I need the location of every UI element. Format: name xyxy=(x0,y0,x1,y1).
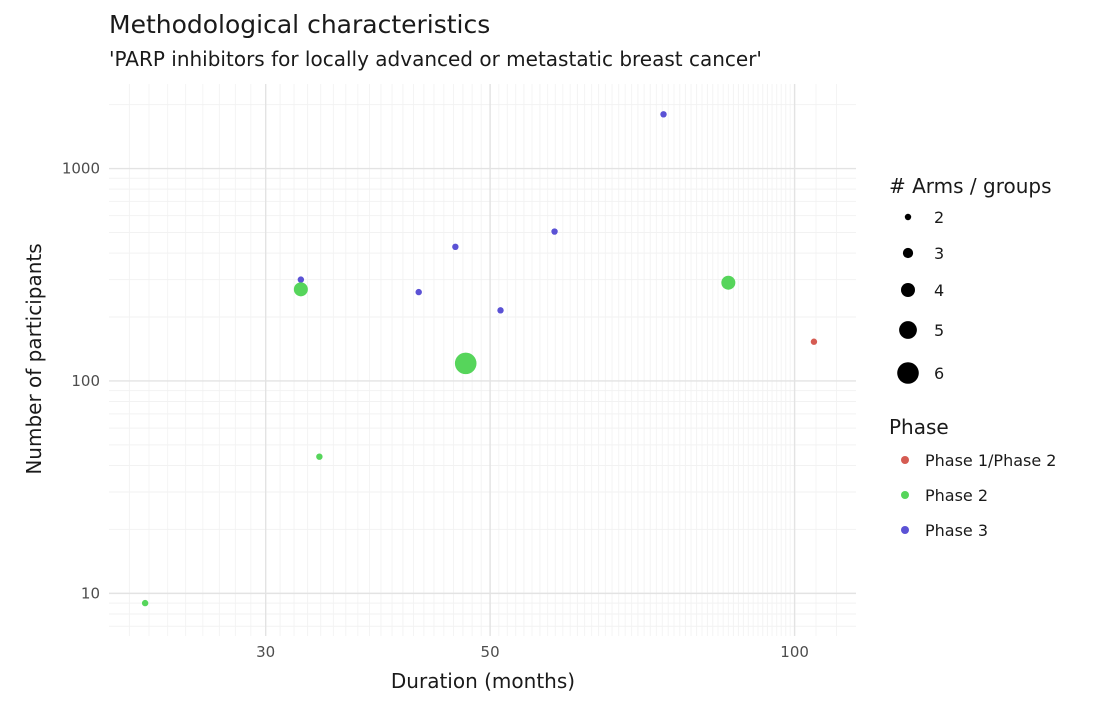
legend-size-label: 6 xyxy=(934,364,944,383)
data-point xyxy=(721,275,736,290)
data-point xyxy=(141,599,149,607)
legend-size-label: 3 xyxy=(934,244,944,263)
data-points xyxy=(141,111,818,607)
legend-size-label: 2 xyxy=(934,208,944,227)
x-tick-label: 50 xyxy=(481,643,500,661)
legend-size-key xyxy=(899,321,917,339)
legend-size-label: 4 xyxy=(934,281,944,300)
x-tick-label: 30 xyxy=(256,643,275,661)
data-point xyxy=(497,307,504,314)
legend-size-key xyxy=(902,247,914,259)
legend-color-title: Phase xyxy=(889,415,949,439)
major-grid xyxy=(109,84,856,636)
y-tick-label: 1000 xyxy=(62,160,100,178)
chart-subtitle: 'PARP inhibitors for locally advanced or… xyxy=(109,47,762,71)
data-point xyxy=(810,338,818,345)
legend-size-label: 5 xyxy=(934,321,944,340)
chart-title: Methodological characteristics xyxy=(109,10,491,39)
data-point xyxy=(551,228,558,235)
data-point xyxy=(452,243,459,251)
data-point xyxy=(297,276,305,283)
legend-size-title: # Arms / groups xyxy=(889,174,1052,198)
legend-color-key xyxy=(901,526,909,534)
data-point xyxy=(454,352,477,375)
data-point xyxy=(316,453,323,460)
minor-grid xyxy=(109,84,856,636)
x-axis-title: Duration (months) xyxy=(391,669,575,693)
legend-color-label: Phase 2 xyxy=(925,486,988,505)
legend-color-key xyxy=(901,456,909,464)
data-point xyxy=(660,111,667,118)
legend-size-key xyxy=(897,362,919,384)
legend-size-key xyxy=(904,213,912,221)
y-axis-ticks: 10 100 1000 xyxy=(62,160,100,603)
x-axis-ticks: 30 50 100 xyxy=(256,643,809,661)
legend-color-label: Phase 1/Phase 2 xyxy=(925,451,1056,470)
legend-color-label: Phase 3 xyxy=(925,521,988,540)
y-tick-label: 100 xyxy=(71,372,100,390)
data-point xyxy=(415,288,422,296)
y-tick-label: 10 xyxy=(81,584,100,602)
data-point xyxy=(293,282,308,297)
y-axis-title: Number of participants xyxy=(22,243,46,474)
legend: # Arms / groups 2 3 4 5 6 Phase Phase 1/Phas… xyxy=(889,174,1056,540)
legend-color-key xyxy=(901,491,909,499)
legend-size-key xyxy=(901,283,915,297)
x-tick-label: 100 xyxy=(780,643,809,661)
